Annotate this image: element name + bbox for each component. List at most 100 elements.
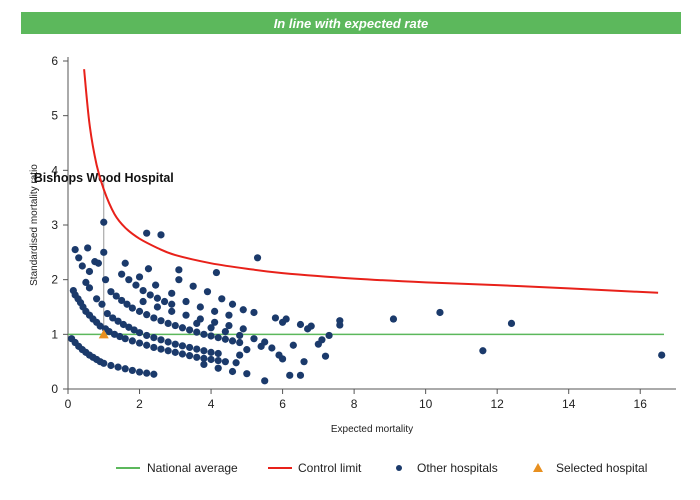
other-hospital-point[interactable] xyxy=(107,288,115,296)
other-hospital-point[interactable] xyxy=(236,338,244,347)
other-hospital-point[interactable] xyxy=(143,331,151,340)
other-hospital-point[interactable] xyxy=(178,342,187,350)
other-hospital-point[interactable] xyxy=(271,314,280,322)
other-hospital-point[interactable] xyxy=(207,332,215,340)
other-hospital-point[interactable] xyxy=(128,337,136,345)
other-hospital-point[interactable] xyxy=(152,281,160,289)
other-hospital-point[interactable] xyxy=(132,281,140,289)
other-hospital-point[interactable] xyxy=(214,356,222,365)
other-hospital-point[interactable] xyxy=(214,334,222,342)
other-hospital-point[interactable] xyxy=(143,369,151,377)
other-hospital-point[interactable] xyxy=(243,346,251,354)
other-hospital-point[interactable] xyxy=(171,321,179,330)
other-hospital-point[interactable] xyxy=(153,303,162,311)
other-hospital-point[interactable] xyxy=(139,287,147,295)
other-hospital-point[interactable] xyxy=(85,267,94,276)
other-hospital-point[interactable] xyxy=(150,343,158,352)
other-hospital-point[interactable] xyxy=(121,365,129,373)
other-hospital-point[interactable] xyxy=(112,292,120,300)
other-hospital-point[interactable] xyxy=(93,295,101,303)
other-hospital-point[interactable] xyxy=(135,307,144,315)
other-hospital-point[interactable] xyxy=(150,314,158,322)
other-hospital-point[interactable] xyxy=(658,351,666,359)
other-hospital-point[interactable] xyxy=(225,311,233,319)
other-hospital-point[interactable] xyxy=(139,297,147,306)
other-hospital-point[interactable] xyxy=(168,300,176,308)
other-hospital-point[interactable] xyxy=(225,321,233,330)
other-hospital-point[interactable] xyxy=(118,270,126,278)
other-hospital-point[interactable] xyxy=(109,314,117,322)
other-hospital-point[interactable] xyxy=(157,345,165,353)
other-hospital-point[interactable] xyxy=(243,370,251,378)
other-hospital-point[interactable] xyxy=(389,315,398,323)
other-hospital-point[interactable] xyxy=(203,288,212,296)
other-hospital-point[interactable] xyxy=(221,335,229,343)
other-hospital-point[interactable] xyxy=(125,323,133,331)
other-hospital-point[interactable] xyxy=(218,295,226,303)
other-hospital-point[interactable] xyxy=(211,307,219,315)
other-hospital-point[interactable] xyxy=(182,297,190,306)
other-hospital-point[interactable] xyxy=(143,311,151,319)
other-hospital-point[interactable] xyxy=(98,300,106,308)
other-hospital-point[interactable] xyxy=(114,317,122,325)
other-hospital-point[interactable] xyxy=(164,338,172,346)
other-hospital-point[interactable] xyxy=(157,231,165,239)
other-hospital-point[interactable] xyxy=(171,348,179,356)
other-hospital-point[interactable] xyxy=(236,351,244,359)
other-hospital-point[interactable] xyxy=(250,335,258,343)
other-hospital-point[interactable] xyxy=(82,278,90,286)
other-hospital-point[interactable] xyxy=(128,304,136,312)
other-hospital-point[interactable] xyxy=(239,306,247,314)
other-hospital-point[interactable] xyxy=(105,328,113,336)
other-hospital-point[interactable] xyxy=(186,352,194,360)
other-hospital-point[interactable] xyxy=(157,317,165,325)
other-hospital-point[interactable] xyxy=(143,229,151,237)
other-hospital-point[interactable] xyxy=(175,276,183,284)
other-hospital-point[interactable] xyxy=(200,347,208,355)
other-hospital-point[interactable] xyxy=(71,246,79,254)
other-hospital-point[interactable] xyxy=(221,328,229,336)
other-hospital-point[interactable] xyxy=(507,319,516,327)
other-hospital-point[interactable] xyxy=(186,343,194,352)
other-hospital-point[interactable] xyxy=(211,318,219,326)
other-hospital-point[interactable] xyxy=(257,342,265,350)
other-hospital-point[interactable] xyxy=(150,334,158,342)
other-hospital-point[interactable] xyxy=(286,371,294,379)
other-hospital-point[interactable] xyxy=(289,341,297,349)
other-hospital-point[interactable] xyxy=(144,265,153,273)
other-hospital-point[interactable] xyxy=(296,320,305,329)
other-hospital-point[interactable] xyxy=(200,354,208,362)
other-hospital-point[interactable] xyxy=(103,309,111,318)
other-hospital-point[interactable] xyxy=(171,340,179,348)
other-hospital-point[interactable] xyxy=(123,300,131,308)
other-hospital-point[interactable] xyxy=(228,300,237,308)
other-hospital-point[interactable] xyxy=(182,311,190,319)
other-hospital-point[interactable] xyxy=(150,370,158,378)
other-hospital-point[interactable] xyxy=(130,326,138,334)
other-hospital-point[interactable] xyxy=(135,273,144,281)
other-hospital-point[interactable] xyxy=(268,344,276,352)
other-hospital-point[interactable] xyxy=(321,352,330,360)
other-hospital-point[interactable] xyxy=(118,296,126,305)
other-hospital-point[interactable] xyxy=(157,336,165,344)
other-hospital-point[interactable] xyxy=(336,321,344,329)
other-hospital-point[interactable] xyxy=(479,347,487,355)
other-hospital-point[interactable] xyxy=(300,358,308,366)
other-hospital-point[interactable] xyxy=(135,368,144,376)
other-hospital-point[interactable] xyxy=(307,322,315,330)
other-hospital-point[interactable] xyxy=(164,347,172,355)
other-hospital-point[interactable] xyxy=(232,359,240,367)
other-hospital-point[interactable] xyxy=(100,248,108,256)
other-hospital-point[interactable] xyxy=(153,294,162,302)
other-hospital-point[interactable] xyxy=(278,355,287,363)
other-hospital-point[interactable] xyxy=(78,262,86,270)
other-hospital-point[interactable] xyxy=(85,284,94,292)
other-hospital-point[interactable] xyxy=(114,363,122,371)
other-hospital-point[interactable] xyxy=(121,259,129,267)
other-hospital-point[interactable] xyxy=(143,341,151,349)
other-hospital-point[interactable] xyxy=(175,266,183,274)
other-hospital-point[interactable] xyxy=(178,324,187,332)
other-hospital-point[interactable] xyxy=(228,367,237,376)
other-hospital-point[interactable] xyxy=(221,358,229,366)
other-hospital-point[interactable] xyxy=(318,336,326,344)
